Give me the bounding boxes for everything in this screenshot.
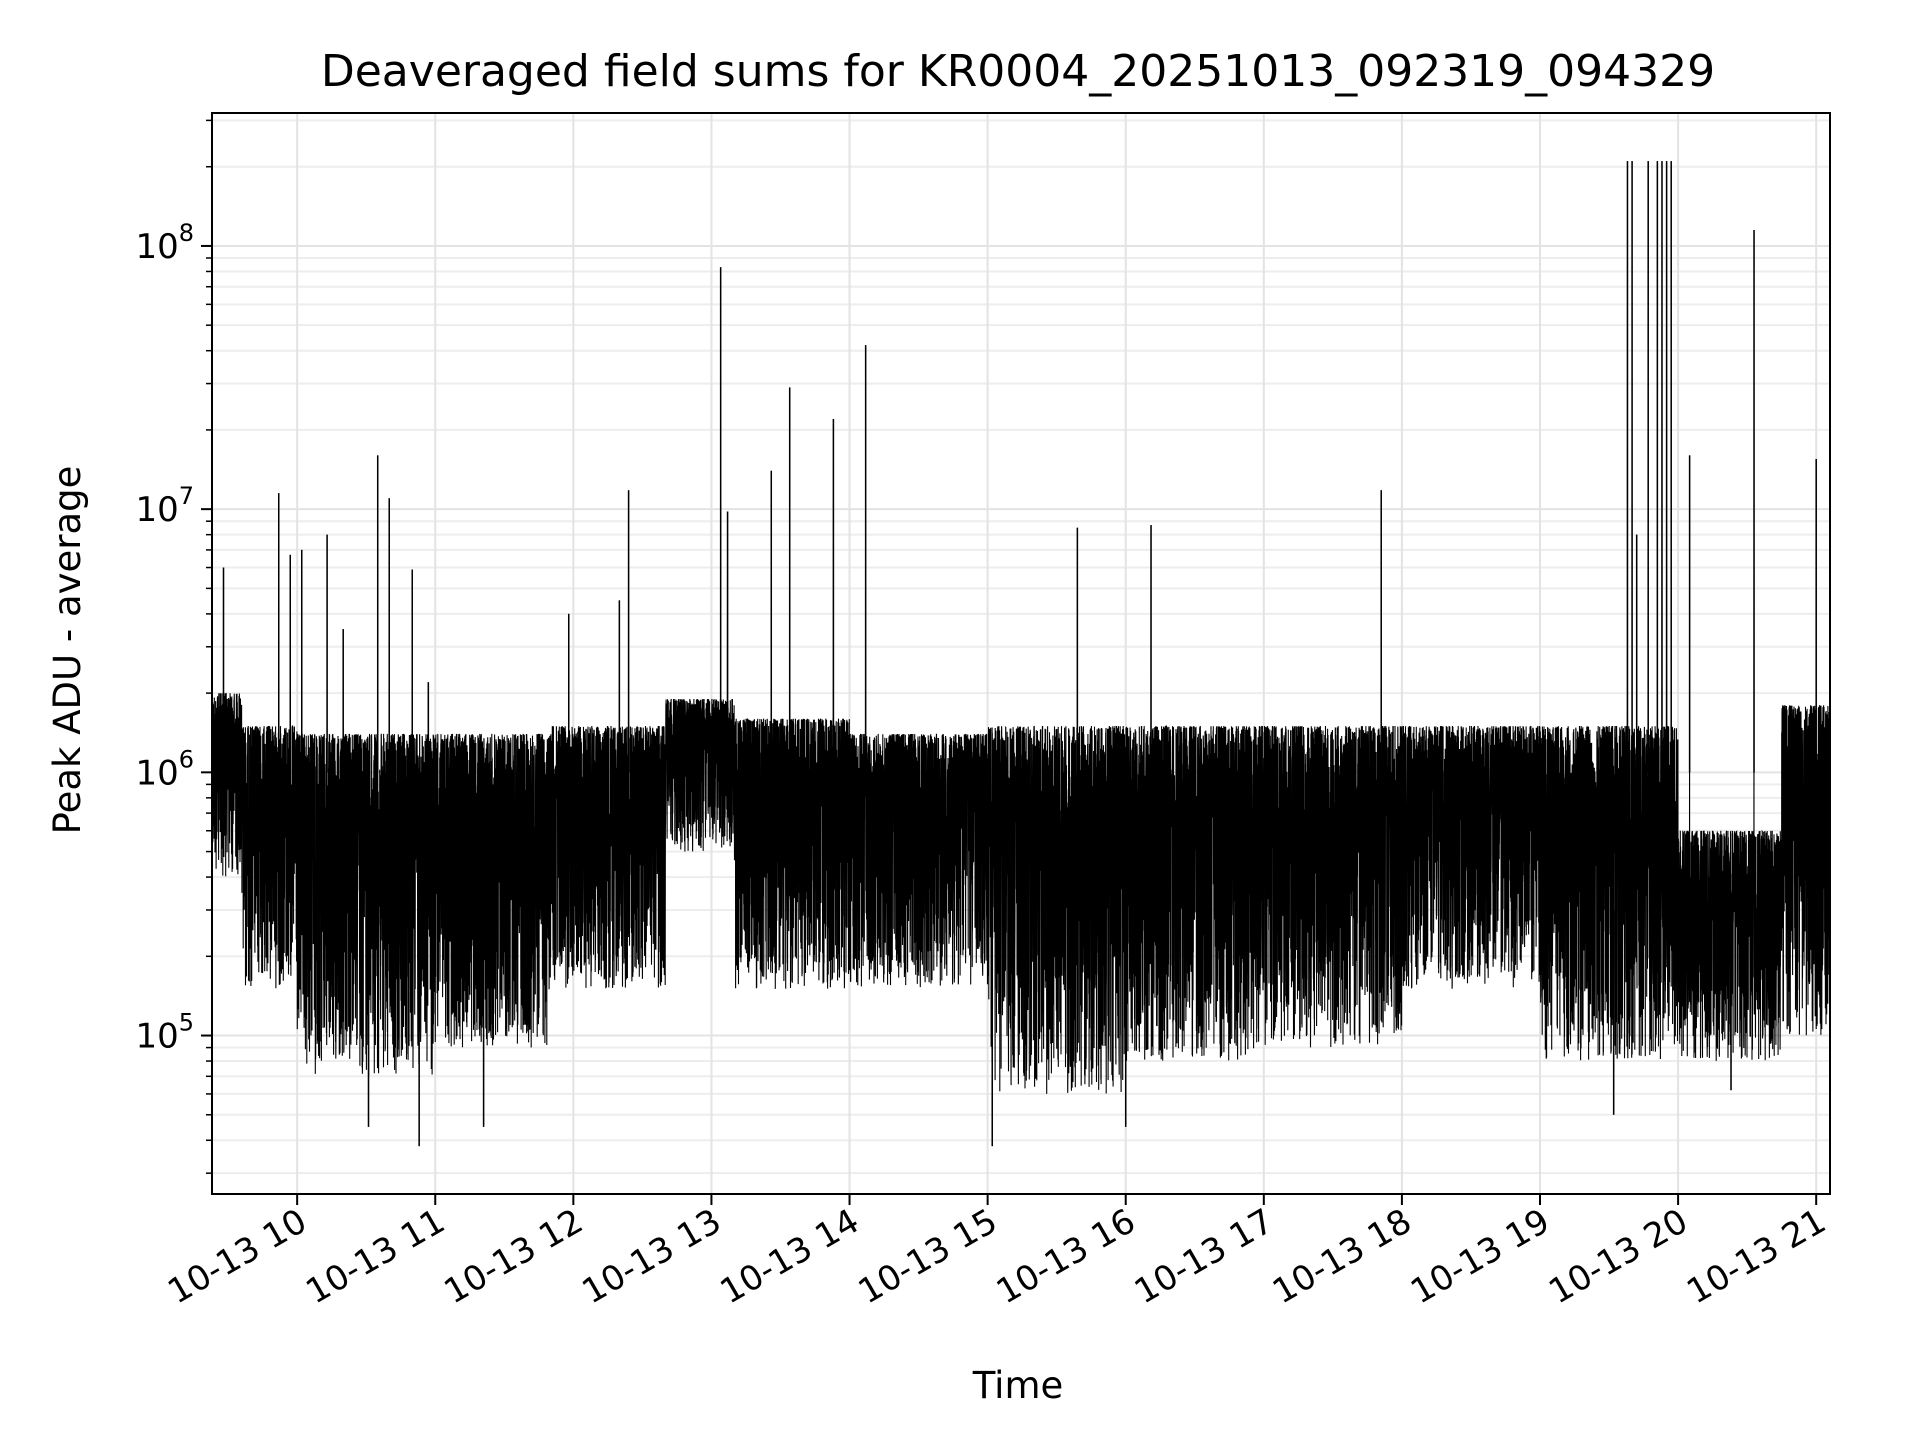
y-tick-label: 107 [135, 482, 194, 530]
y-axis: 105 106 107 108 [135, 119, 212, 1174]
y-tick-label: 108 [135, 219, 194, 267]
plot-frame [211, 112, 1831, 1195]
y-tick-label: 106 [135, 745, 194, 793]
x-axis-label: Time [972, 1364, 1064, 1407]
series-line [211, 161, 1831, 1147]
y-axis-label: Peak ADU - average [46, 466, 89, 835]
chart-title: Deaveraged field sums for KR0004_2025101… [321, 46, 1715, 97]
plot-data [211, 161, 1831, 1147]
y-tick-label: 105 [135, 1009, 194, 1057]
